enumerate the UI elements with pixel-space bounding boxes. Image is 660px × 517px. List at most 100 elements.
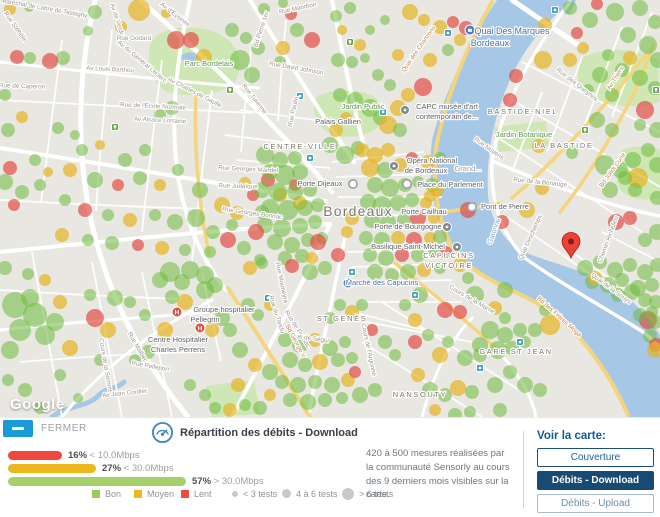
speed-test-dot-good — [278, 333, 292, 347]
speed-test-dot-medium — [429, 404, 441, 416]
speed-test-dot-good — [118, 153, 132, 167]
speed-test-dot-good — [333, 88, 347, 102]
close-label[interactable]: FERMER — [41, 423, 87, 434]
speed-test-dot-good — [649, 122, 660, 138]
speed-test-dot-bad — [220, 232, 236, 248]
speed-test-dot-medium — [276, 41, 290, 55]
speed-test-dot-bad — [8, 199, 20, 211]
speed-test-dot-good — [252, 309, 264, 321]
minimize-icon[interactable] — [3, 420, 33, 437]
speed-test-dot-good — [24, 2, 34, 12]
map-label: ST GENÈS — [317, 314, 368, 323]
speed-test-dot-medium — [39, 274, 51, 286]
speed-test-dot-good — [615, 273, 629, 287]
speed-test-dot-medium — [231, 378, 245, 392]
speed-test-dot-good — [648, 315, 660, 329]
map-pin-layer[interactable] — [561, 232, 581, 260]
speed-test-dot-good — [34, 402, 46, 414]
museum-icon — [442, 222, 452, 232]
speed-test-dot-medium — [312, 354, 328, 370]
hospital-icon: H — [194, 322, 206, 334]
speed-test-dot-good — [225, 23, 239, 37]
speed-test-dot-medium — [196, 49, 212, 65]
speed-test-dot-good — [632, 0, 648, 16]
speed-test-dot-good — [59, 194, 71, 206]
speed-test-dot-good — [442, 336, 454, 348]
speed-test-dot-good — [278, 200, 298, 220]
speed-test-dot-medium — [424, 232, 436, 244]
speed-test-dot-good — [258, 3, 270, 15]
speed-test-dot-bad — [349, 366, 361, 378]
speed-test-dot-good — [70, 130, 80, 140]
bar-label-bon: 57% > 30.0Mbps — [192, 475, 264, 487]
debits-download-button[interactable]: Débits - Download — [537, 471, 654, 490]
park-icon — [346, 38, 354, 46]
speed-test-dot-good — [434, 262, 446, 274]
speed-test-dot-good — [352, 387, 368, 403]
speed-test-dot-good — [295, 249, 309, 263]
speed-test-dot-medium — [337, 25, 347, 35]
speed-test-dot-good — [361, 99, 379, 117]
speed-test-dot-good — [297, 200, 313, 216]
speed-test-dot-bad — [623, 211, 637, 225]
map-label: Porte de Bourgogne — [374, 222, 441, 231]
speed-test-dot-medium — [454, 34, 466, 46]
map-label: contemporain de... — [416, 112, 478, 121]
speed-test-dot-good — [628, 183, 642, 197]
debits-upload-button[interactable]: Débits - Upload — [537, 494, 654, 513]
speed-test-dot-good — [360, 53, 370, 63]
close-legend-button[interactable]: FERMER — [3, 420, 87, 437]
speed-test-dot-good — [539, 304, 551, 316]
speed-test-dot-good — [380, 214, 396, 230]
bar-row-moyen: 27% < 30.0Mbps — [8, 462, 174, 474]
speed-test-dot-bad — [608, 214, 624, 230]
speed-test-dot-good — [24, 52, 36, 64]
speed-test-dot-good — [648, 15, 660, 29]
speed-test-dot-good — [22, 268, 34, 280]
speed-test-dot-good — [397, 213, 411, 227]
speed-test-dot-good — [324, 377, 340, 393]
speed-test-dot-good — [0, 261, 12, 275]
speed-test-dot-medium — [248, 358, 262, 372]
speed-test-dot-good — [566, 147, 578, 159]
speed-test-dot-good — [76, 144, 88, 156]
speed-test-dot-bad — [366, 324, 378, 336]
speed-test-dot-good — [331, 353, 345, 367]
map-label: CENTRE-VILLE — [264, 142, 337, 151]
couverture-button[interactable]: Couverture — [537, 448, 654, 467]
speed-test-dot-good — [595, 155, 615, 175]
speed-test-dot-medium — [421, 155, 435, 169]
map-label: Grand... — [454, 164, 481, 173]
measures-note: 420 à 500 mesures réalisées par la commu… — [366, 448, 510, 501]
speed-test-dot-good — [618, 171, 632, 185]
speed-test-dot-good — [620, 27, 636, 43]
speed-test-dot-medium — [243, 261, 257, 275]
speed-test-dot-good — [632, 70, 648, 86]
speed-test-dot-good — [18, 383, 32, 397]
speed-test-dot-bad — [406, 152, 418, 164]
speed-test-dot-good — [102, 209, 114, 221]
tram-icon — [306, 154, 314, 162]
speed-test-dot-bad — [509, 69, 523, 83]
speed-test-dot-medium — [115, 21, 127, 33]
map-label: Rue Judaïque — [218, 182, 258, 190]
google-logo[interactable]: Google — [10, 396, 65, 413]
speed-test-dot-good — [23, 303, 47, 327]
map-label: VICTOIRE — [425, 261, 473, 270]
speed-test-dot-good — [582, 12, 598, 28]
speed-test-dot-good — [473, 348, 487, 362]
speed-test-dot-bad — [310, 234, 326, 250]
large-circle-swatch — [342, 487, 354, 500]
speed-test-dot-medium — [177, 294, 193, 310]
speed-test-dot-medium — [519, 202, 535, 218]
speed-test-dot-medium — [230, 206, 244, 220]
speed-test-dot-good — [378, 250, 394, 266]
park-icon — [111, 123, 119, 131]
speed-test-dot-good — [577, 260, 593, 276]
speed-test-dot-bad — [495, 215, 509, 229]
speed-test-dot-bad — [503, 93, 517, 107]
pin-icon[interactable] — [561, 232, 581, 260]
bar-label-moyen: 27% < 30.0Mbps — [102, 462, 174, 474]
map-label: Place du Parlement — [417, 180, 483, 189]
